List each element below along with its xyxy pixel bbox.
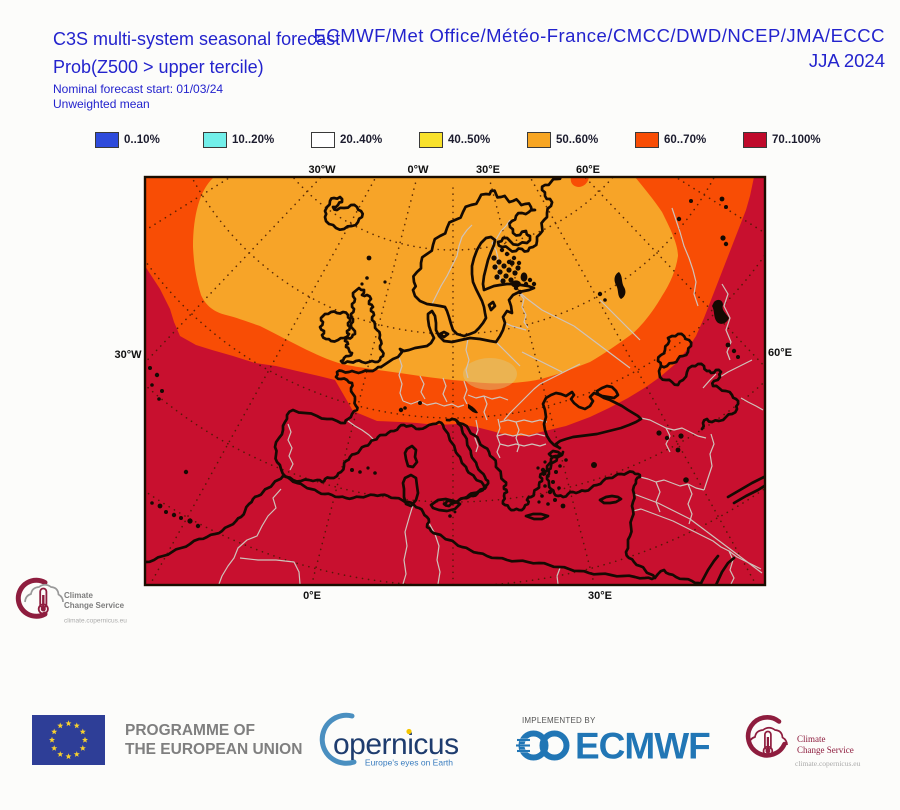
svg-text:Change Service: Change Service xyxy=(797,745,854,755)
svg-text:30°W: 30°W xyxy=(308,164,336,176)
svg-text:PROGRAMME OF: PROGRAMME OF xyxy=(125,722,255,739)
svg-text:60°E: 60°E xyxy=(768,347,792,359)
svg-text:Climate: Climate xyxy=(797,734,826,744)
svg-text:IMPLEMENTED BY: IMPLEMENTED BY xyxy=(522,716,596,725)
svg-text:ECMWF: ECMWF xyxy=(575,726,710,767)
svg-text:THE EUROPEAN UNION: THE EUROPEAN UNION xyxy=(125,741,302,758)
svg-text:30°E: 30°E xyxy=(476,164,500,176)
svg-text:30°W: 30°W xyxy=(114,349,142,361)
svg-text:60°E: 60°E xyxy=(576,164,600,176)
svg-text:climate.copernicus.eu: climate.copernicus.eu xyxy=(795,759,861,768)
svg-text:climate.copernicus.eu: climate.copernicus.eu xyxy=(64,618,127,625)
svg-text:opernicus: opernicus xyxy=(333,728,459,761)
svg-text:Europe's eyes on Earth: Europe's eyes on Earth xyxy=(365,758,453,768)
svg-text:0°E: 0°E xyxy=(303,590,321,602)
svg-text:Climate: Climate xyxy=(64,591,93,600)
svg-text:30°E: 30°E xyxy=(588,590,612,602)
svg-text:0°W: 0°W xyxy=(408,164,430,176)
svg-text:Change Service: Change Service xyxy=(64,601,125,610)
